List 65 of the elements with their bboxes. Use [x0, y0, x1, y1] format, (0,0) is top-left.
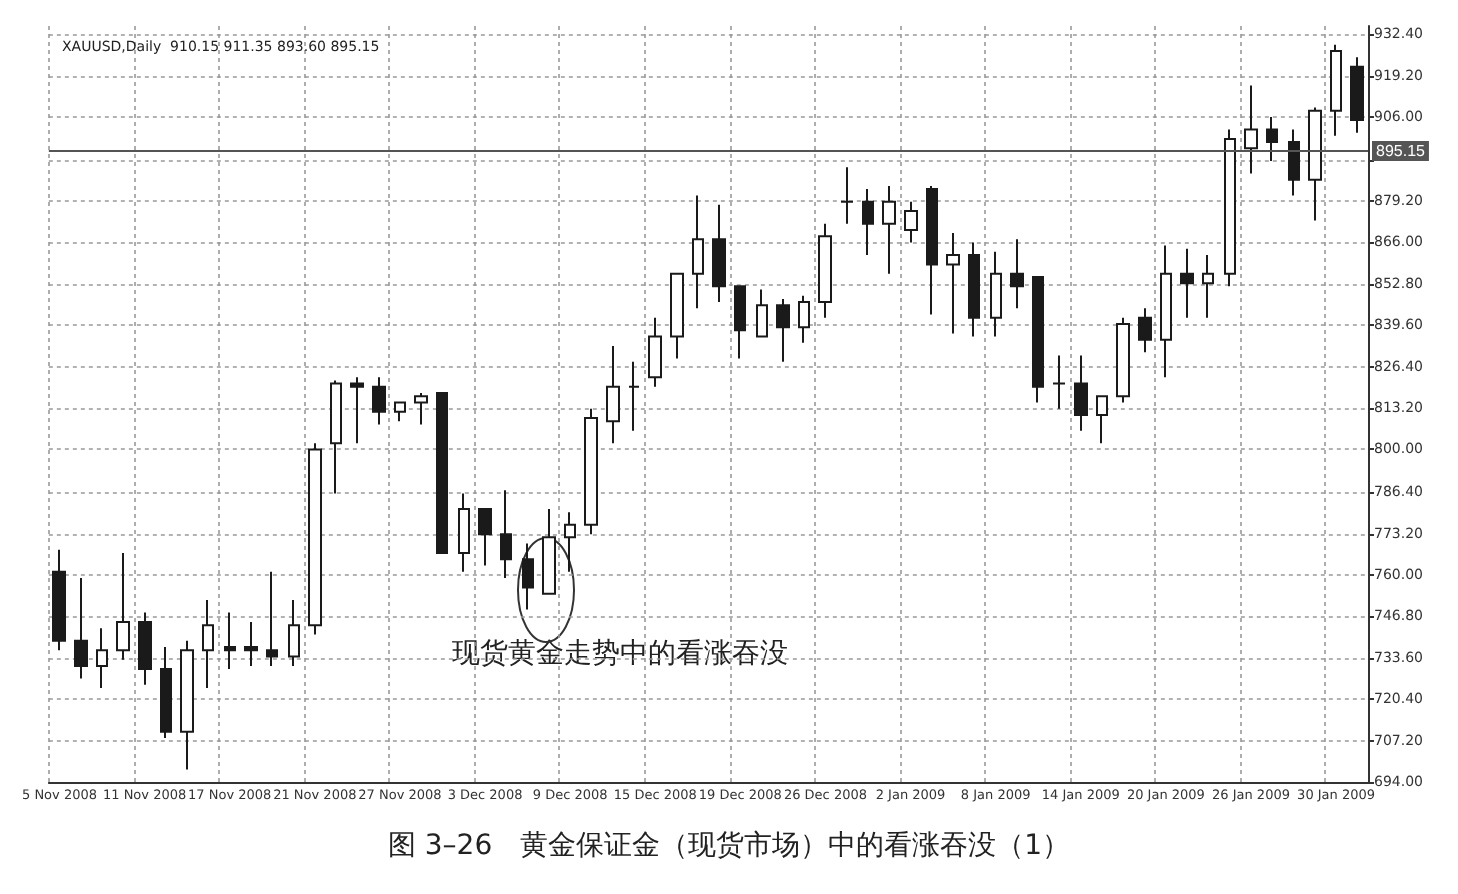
candlestick — [96, 627, 108, 689]
candlestick — [1266, 115, 1278, 162]
candlestick — [414, 392, 428, 426]
annotation: 现货黄金走势中的看涨吞没 — [452, 638, 788, 670]
candlestick — [478, 508, 492, 567]
candlestick — [1032, 275, 1044, 404]
candlestick — [798, 294, 810, 344]
text: 图 3–26 黄金保证金（现货市场）中的看涨吞没（1） — [387, 830, 1071, 862]
candlestick — [180, 639, 194, 771]
candlestick — [1202, 254, 1214, 319]
candlestick — [202, 599, 214, 689]
candlestick — [1288, 128, 1300, 197]
candlestick — [1330, 43, 1342, 137]
candlestick — [350, 376, 364, 445]
candlestick — [670, 272, 684, 360]
candlestick — [1010, 238, 1024, 310]
candlestick — [542, 508, 556, 595]
candlestick — [1116, 316, 1130, 404]
candlestick — [584, 407, 598, 536]
candlestick — [1074, 354, 1088, 432]
candlestick — [74, 577, 88, 680]
candlestick — [734, 285, 746, 360]
candlestick — [1350, 56, 1364, 134]
candlestick — [138, 611, 152, 686]
candlestick — [224, 611, 236, 671]
candlestick — [946, 232, 960, 335]
candlestick — [564, 511, 576, 573]
candlestick — [882, 184, 896, 275]
candlestick — [1308, 106, 1322, 222]
ref-line-label: 895.15 — [1376, 142, 1427, 161]
candlestick — [266, 570, 278, 667]
candlestick — [244, 621, 258, 667]
candlestick — [500, 489, 512, 580]
candlestick — [648, 316, 662, 388]
candlestick — [968, 241, 980, 338]
candlestick — [160, 646, 172, 740]
candlestick — [522, 542, 534, 611]
candlestick — [712, 203, 726, 304]
candlestick — [394, 401, 406, 423]
candlestick — [1138, 307, 1152, 354]
candlestick — [862, 188, 874, 256]
candlestick — [840, 166, 854, 225]
candlestick — [990, 250, 1002, 338]
candlestick — [1160, 244, 1172, 379]
candlestick — [458, 492, 470, 573]
candlestick — [606, 344, 620, 445]
candlestick — [904, 200, 918, 244]
candlestick — [372, 376, 386, 426]
candlestick — [1224, 128, 1236, 288]
candlestick — [1052, 354, 1066, 410]
candlestick — [756, 288, 768, 338]
candlestick — [926, 184, 938, 316]
candlestick — [818, 222, 832, 319]
candlestick — [308, 442, 322, 636]
candlestick — [436, 392, 448, 554]
candlestick — [116, 552, 130, 661]
candlestick — [1244, 84, 1258, 175]
candlestick — [692, 194, 704, 310]
candlestick — [776, 297, 790, 363]
candlestick — [628, 360, 640, 432]
candlestick — [1096, 395, 1108, 445]
candlestick — [52, 548, 66, 652]
candlestick — [288, 599, 300, 667]
candlestick — [1180, 247, 1194, 319]
candlestick — [330, 379, 342, 495]
